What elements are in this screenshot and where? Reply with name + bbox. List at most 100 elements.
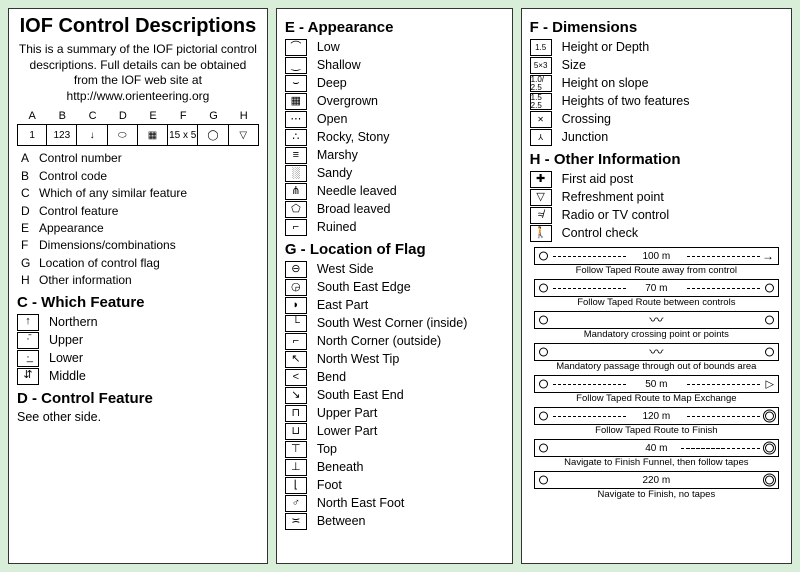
symbol-row: ⌒Low [285, 39, 504, 57]
symbol-label: Ruined [307, 221, 357, 234]
symbol-label: Upper Part [307, 407, 377, 420]
route-end-icon [765, 348, 774, 357]
route-end-arrow-icon: → [762, 249, 774, 263]
route-box: 〰 [534, 311, 779, 329]
symbol-row: 1.5Height or Depth [530, 39, 783, 57]
columns-example-row: 1123↓⬭▦15 x 5◯▽ [17, 124, 259, 146]
symbol-row: ↑Northern [17, 314, 259, 332]
symbol-row: ⊔Lower Part [285, 423, 504, 441]
letter-desc: Which of any similar feature [39, 185, 187, 202]
col-example-cell: 15 x 5 [167, 124, 198, 146]
symbol-icon: ≍ [285, 513, 307, 530]
symbol-row: ▦Overgrown [285, 93, 504, 111]
route-caption: Navigate to Finish, no tapes [530, 489, 783, 500]
symbol-icon: ↖ [285, 351, 307, 368]
symbol-row: ≍Between [285, 513, 504, 531]
route-box: 220 m [534, 471, 779, 489]
symbol-icon: ⌣ [285, 75, 307, 92]
symbol-label: Foot [307, 479, 342, 492]
symbol-icon: ◶ [285, 279, 307, 296]
symbol-label: Between [307, 515, 366, 528]
symbol-row: ⬠Broad leaved [285, 201, 504, 219]
route-box: 40 m [534, 439, 779, 457]
route-distance: 120 m [638, 411, 674, 422]
symbol-label: Top [307, 443, 337, 456]
symbol-label: Refreshment point [552, 191, 664, 204]
symbol-icon: ·̄ [17, 332, 39, 349]
section-g-list: ⊖West Side◶South East Edge ◗East Part└Sou… [285, 261, 504, 531]
symbol-row: 1.0/ 2.5Height on slope [530, 75, 783, 93]
route-end-triangle-icon: ▷ [766, 378, 774, 391]
symbol-icon: ✕ [530, 111, 552, 128]
section-d-text: See other side. [17, 410, 259, 424]
letter-desc: Control number [39, 150, 122, 167]
symbol-label: Radio or TV control [552, 209, 669, 222]
section-f-title: F - Dimensions [530, 19, 783, 36]
symbol-label: Height on slope [552, 77, 649, 90]
col-example-cell: ↓ [76, 124, 107, 146]
route-distance: 40 m [641, 443, 671, 454]
symbol-row: ⅄Junction [530, 129, 783, 147]
symbol-label: Marshy [307, 149, 358, 162]
symbol-row: ✕Crossing [530, 111, 783, 129]
symbol-label: South West Corner (inside) [307, 317, 468, 330]
letter-legend-row: GLocation of control flag [21, 255, 259, 272]
symbol-row: 1.5 2.5Heights of two features [530, 93, 783, 111]
symbol-icon: ⌒ [285, 39, 307, 56]
symbol-row: ≉Radio or TV control [530, 207, 783, 225]
column-letter-legend: AControl numberBControl codeCWhich of an… [21, 150, 259, 289]
route-end-icon [765, 284, 774, 293]
symbol-icon: ⬠ [285, 201, 307, 218]
route-box: 100 m→ [534, 247, 779, 265]
section-c-list: ↑Northern·̄Upper·̲Lower⇵Middle [17, 314, 259, 386]
letter-key: F [21, 237, 39, 254]
symbol-row: ░Sandy [285, 165, 504, 183]
symbol-label: Crossing [552, 113, 611, 126]
route-diagrams: 100 m→Follow Taped Route away from contr… [530, 247, 783, 500]
column-left: IOF Control Descriptions This is a summa… [8, 8, 268, 564]
symbol-label: North East Foot [307, 497, 405, 510]
symbol-icon: 1.0/ 2.5 [530, 75, 552, 92]
symbol-label: Shallow [307, 59, 361, 72]
columns-header-row: ABCDEFGH [17, 110, 259, 122]
letter-desc: Location of control flag [39, 255, 160, 272]
letter-desc: Appearance [39, 220, 104, 237]
route-caption: Follow Taped Route away from control [530, 265, 783, 276]
symbol-icon: 1.5 2.5 [530, 93, 552, 110]
symbol-label: Upper [39, 334, 83, 347]
symbol-row: └South West Corner (inside) [285, 315, 504, 333]
symbol-row: ⊖West Side [285, 261, 504, 279]
symbol-icon: ⊖ [285, 261, 307, 278]
symbol-row: <Bend [285, 369, 504, 387]
symbol-row: ⌐North Corner (outside) [285, 333, 504, 351]
letter-key: B [21, 168, 39, 185]
symbol-label: South East Edge [307, 281, 411, 294]
col-example-cell: ◯ [197, 124, 228, 146]
col-header-cell: C [77, 110, 107, 122]
symbol-icon: ≉ [530, 207, 552, 224]
symbol-row: ≡Marshy [285, 147, 504, 165]
symbol-icon: < [285, 369, 307, 386]
symbol-icon: ⇵ [17, 368, 39, 385]
symbol-icon: ⌊ [285, 477, 307, 494]
route-caption: Follow Taped Route to Map Exchange [530, 393, 783, 404]
symbol-row: ⇵Middle [17, 368, 259, 386]
symbol-icon: ⊓ [285, 405, 307, 422]
route-start-icon [539, 252, 548, 261]
symbol-icon: ⌐ [285, 219, 307, 236]
symbol-icon: └ [285, 315, 307, 332]
column-right: F - Dimensions 1.5Height or Depth5×3Size… [521, 8, 792, 564]
col-header-cell: H [229, 110, 259, 122]
symbol-row: ◗East Part [285, 297, 504, 315]
symbol-row: ↖North West Tip [285, 351, 504, 369]
intro-text: This is a summary of the IOF pictorial c… [17, 42, 259, 104]
symbol-label: Needle leaved [307, 185, 397, 198]
route-start-icon [539, 412, 548, 421]
symbol-row: ·̄Upper [17, 332, 259, 350]
symbol-label: Deep [307, 77, 347, 90]
symbol-icon: ⊥ [285, 459, 307, 476]
route-distance: 70 m [641, 283, 671, 294]
route-start-icon [539, 380, 548, 389]
symbol-row: ⋯Open [285, 111, 504, 129]
letter-desc: Control code [39, 168, 107, 185]
